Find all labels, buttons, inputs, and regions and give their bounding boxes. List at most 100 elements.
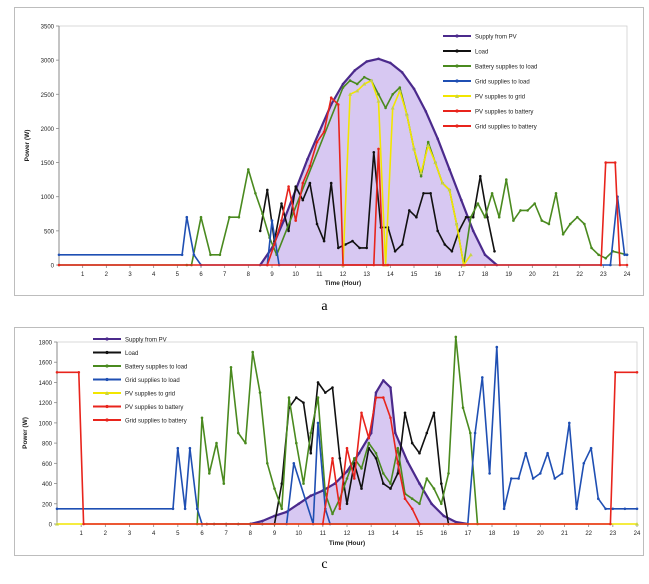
chart-a-series-battery_to_load-point <box>469 215 473 219</box>
chart-c-series-battery_to_load-point <box>382 472 385 475</box>
chart-c-series-grid_to_battery-point <box>635 371 639 374</box>
chart-c-x-tick-label: 8 <box>249 531 253 537</box>
chart-c-series-battery_to_load-line <box>196 336 479 525</box>
chart-c-series-grid_to_battery-point <box>55 371 59 374</box>
chart-a-series-pv_to_battery-point <box>308 164 312 168</box>
chart-a-series-battery_to_load-point <box>505 178 508 181</box>
chart-a-y-tick-label: 1500 <box>41 161 55 167</box>
chart-a-series-pv-point <box>424 110 428 113</box>
chart-a-series-battery_to_load-point <box>604 256 607 260</box>
chart-c-legend-marker <box>105 337 109 341</box>
chart-a-series-pv_to_battery-point <box>337 103 340 106</box>
chart-a-y-axis-label: Power (W) <box>24 130 31 162</box>
chart-c-series-load-point <box>345 502 349 506</box>
chart-a-legend-marker <box>455 109 459 113</box>
chart-c-series-grid_to_load-point <box>611 507 615 511</box>
chart-c-series-battery_to_load-point <box>374 451 378 455</box>
chart-c-legend-label-pv_to_battery: PV supplies to battery <box>125 405 183 411</box>
chart-a-series-grid_to_battery-point <box>613 161 617 164</box>
caption-a: a <box>321 299 328 314</box>
chart-c-x-tick-label: 21 <box>561 531 568 537</box>
chart-c-series-load-point <box>382 482 385 485</box>
chart-c-series-battery_to_load-point <box>331 512 334 516</box>
chart-a-series-load-point <box>415 215 418 219</box>
chart-c-series-pv-point <box>374 391 378 394</box>
chart-c-y-tick-label: 1200 <box>39 401 53 407</box>
chart-a-panel: 0 500 1000 1500 2000 2500 3000 3500 1 2 3 4 5 6 7 8 9 10 1… <box>14 7 644 296</box>
chart-c-series-battery_to_load-point <box>266 462 269 465</box>
chart-a-series-battery_to_load-point <box>519 209 522 212</box>
chart-a-x-tick-label: 6 <box>199 272 203 278</box>
chart-c-series-load-point <box>389 487 392 490</box>
chart-c-series-battery_to_load-point <box>280 507 284 511</box>
chart-c-series-load-point <box>403 411 407 415</box>
chart-c-series-pv-point <box>382 379 385 382</box>
chart-a-x-tick-label: 3 <box>128 272 132 278</box>
chart-c-series-grid_to_battery-point <box>77 371 81 374</box>
chart-a-series-battery_to_load-point <box>526 209 529 212</box>
chart-c-series-battery_to_load-point <box>229 366 233 369</box>
chart-a-series-pv_to_grid-point <box>404 112 409 117</box>
chart-a-x-tick-label: 17 <box>458 272 465 278</box>
chart-a-series-load-point <box>429 192 432 195</box>
chart-c-x-tick-label: 17 <box>464 531 471 537</box>
chart-a-series-battery_to_load-point <box>199 215 203 219</box>
caption-c: c <box>321 557 328 572</box>
chart-a-series-battery_to_load-point <box>590 246 593 250</box>
chart-a-series-pv-point <box>341 82 345 86</box>
chart-c-legend-label-grid_to_load: Grid supplies to load <box>125 378 180 384</box>
chart-a-y-tick-label: 0 <box>51 264 55 270</box>
chart-a-series-grid_to_battery-point <box>625 263 629 267</box>
chart-a-legend-label-battery_to_load: Battery supplies to load <box>475 64 537 70</box>
chart-a-series-pv-point <box>448 168 451 171</box>
chart-a-series-pv_to_grid-point <box>397 88 402 93</box>
chart-a-series-pv-point <box>412 87 416 91</box>
chart-c-series-battery_to_load-point <box>208 472 211 475</box>
chart-c-series-pv-point <box>297 502 301 506</box>
chart-a-series-pv_to_grid-point <box>369 78 374 83</box>
chart-c-series-battery_to_load-point <box>425 477 429 480</box>
chart-c-series-pv_to_battery-point <box>367 436 371 440</box>
chart-a-series-grid_to_battery-point <box>604 161 607 164</box>
chart-c-legend-label-pv: Supply from PV <box>125 337 167 343</box>
chart-c-series-battery_to_load-point <box>469 431 472 435</box>
chart-c-series-load-point <box>295 396 298 399</box>
chart-a-series-pv-point <box>282 219 286 222</box>
chart-a-series-pv_to_grid-point <box>376 99 381 103</box>
chart-c-series-load-point <box>440 482 443 485</box>
chart-a-series-pv_to_grid-point <box>454 222 459 226</box>
chart-c-series-grid_to_load-point <box>635 507 639 511</box>
chart-a-legend-marker <box>455 64 459 68</box>
chart-c-series-battery_to_load-point <box>215 441 218 445</box>
chart-a-series-battery_to_load-point <box>218 253 222 257</box>
chart-a-x-tick-label: 10 <box>292 272 299 278</box>
chart-a-series-pv-point <box>471 229 475 233</box>
chart-a-series-load-point <box>266 188 269 192</box>
chart-c-series-pv-point <box>309 494 313 497</box>
chart-c-series-pv-point <box>357 451 361 455</box>
chart-a-legend-label-grid_to_battery: Grid supplies to battery <box>475 124 537 130</box>
chart-a-x-tick-label: 7 <box>223 272 227 278</box>
chart-a-series-pv-point <box>377 57 380 61</box>
chart-c-legend-marker <box>105 377 109 382</box>
chart-a-series-load-point <box>400 243 404 246</box>
chart-a-series-pv_to_grid-point <box>433 160 438 165</box>
chart-a-legend-marker <box>455 94 459 98</box>
chart-a-series-battery_to_load-point <box>597 253 600 257</box>
chart-a-series-pv-point <box>400 71 404 74</box>
chart-c-series-grid_to_load-point <box>502 507 506 511</box>
chart-a-x-tick-label: 13 <box>363 272 370 278</box>
chart-a-series-pv_to_battery-point <box>322 130 326 134</box>
chart-c-series-load-point <box>280 482 284 485</box>
chart-c-legend-label-load: Load <box>125 351 138 357</box>
chart-a-series-battery_to_load-point <box>384 106 387 110</box>
chart-a-series-battery_to_load-point <box>547 222 551 226</box>
chart-a-y-tick-label: 3500 <box>41 25 55 31</box>
chart-c-y-tick-label: 1600 <box>39 361 53 367</box>
chart-a-series-battery_to_load-point <box>355 82 359 86</box>
chart-c-series-load-point <box>331 386 334 389</box>
chart-a-series-battery_to_load-point <box>483 215 487 219</box>
chart-c-series-battery_to_load-point <box>316 396 320 399</box>
chart-c-series-grid_to_load-point <box>481 376 484 379</box>
chart-a-series-grid_to_load-point <box>57 253 61 257</box>
